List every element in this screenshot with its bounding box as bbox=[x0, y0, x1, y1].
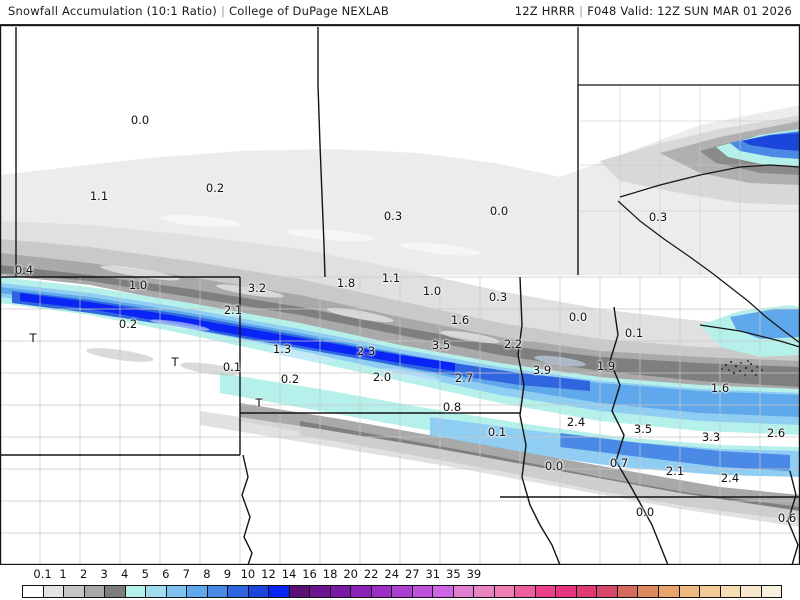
colorbar-tick: 18 bbox=[322, 567, 338, 581]
colorbar-swatch bbox=[64, 586, 85, 597]
product-title: Snowfall Accumulation (10:1 Ratio) bbox=[8, 4, 217, 18]
colorbar-swatch bbox=[597, 586, 618, 597]
colorbar-swatch bbox=[515, 586, 536, 597]
colorbar-tick: 5 bbox=[141, 567, 149, 581]
colorbar-tick: 20 bbox=[343, 567, 358, 581]
forecast-valid-label: F048 Valid: 12Z SUN MAR 01 2026 bbox=[587, 4, 792, 18]
county-borders bbox=[0, 85, 800, 565]
header-divider bbox=[0, 24, 800, 25]
colorbar-tick: 8 bbox=[203, 567, 211, 581]
colorbar-swatch bbox=[720, 586, 742, 597]
colorbar-tick: 10 bbox=[240, 567, 256, 581]
colorbar[interactable]: 0.1 1 2 3 4 5 6 7 8 9 10 12 14 16 18 20 22 24 27 31 35 39 bbox=[0, 565, 800, 600]
colorbar-swatch bbox=[761, 586, 782, 597]
colorbar-swatch bbox=[228, 586, 249, 597]
colorbar-swatch bbox=[330, 586, 352, 597]
header-left-text: Snowfall Accumulation (10:1 Ratio) | Colle… bbox=[8, 4, 389, 18]
colorbar-swatch bbox=[43, 586, 65, 597]
colorbar-swatch bbox=[412, 586, 434, 597]
colorbar-swatch bbox=[556, 586, 577, 597]
colorbar-tick: 39 bbox=[466, 567, 482, 581]
colorbar-swatch bbox=[453, 586, 475, 597]
colorbar-tick: 9 bbox=[223, 567, 232, 581]
colorbar-swatch bbox=[576, 586, 598, 597]
colorbar-tick: 22 bbox=[363, 567, 379, 581]
snowfall-contour-layer bbox=[0, 25, 800, 565]
state-borders bbox=[0, 27, 800, 565]
colorbar-swatch bbox=[105, 586, 126, 597]
colorbar-swatches bbox=[22, 585, 782, 598]
colorbar-swatch bbox=[166, 586, 188, 597]
trace-shield-north bbox=[0, 105, 800, 275]
colorbar-tick: 0.1 bbox=[33, 567, 52, 581]
colorbar-swatch bbox=[535, 586, 557, 597]
colorbar-swatch bbox=[371, 586, 393, 597]
colorbar-swatch bbox=[679, 586, 701, 597]
colorbar-swatch bbox=[617, 586, 639, 597]
colorbar-swatch bbox=[392, 586, 413, 597]
colorbar-swatch bbox=[310, 586, 331, 597]
colorbar-swatch bbox=[658, 586, 680, 597]
colorbar-tick: 6 bbox=[162, 567, 170, 581]
snow-band-south-mid bbox=[560, 433, 790, 471]
colorbar-tick: 31 bbox=[425, 567, 441, 581]
colorbar-swatch bbox=[269, 586, 290, 597]
header-bar: Snowfall Accumulation (10:1 Ratio) | Colle… bbox=[0, 0, 800, 25]
colorbar-tick-labels: 0.1 1 2 3 4 5 6 7 8 9 10 12 14 16 18 20 22 24 27 31 35 39 bbox=[0, 565, 800, 583]
snow-band-core-max bbox=[20, 293, 455, 371]
colorbar-swatch bbox=[289, 586, 311, 597]
header-right-text: 12Z HRRR | F048 Valid: 12Z SUN MAR 01 2026 bbox=[515, 4, 792, 18]
colorbar-swatch bbox=[638, 586, 659, 597]
header-separator: | bbox=[220, 4, 226, 18]
header-separator-2: | bbox=[579, 4, 584, 18]
snow-blob-ne-blue bbox=[730, 309, 800, 339]
ne-corner-blue-deep bbox=[742, 133, 800, 151]
colorbar-tick: 7 bbox=[182, 567, 190, 581]
colorbar-tick: 27 bbox=[404, 567, 420, 581]
map-canvas[interactable]: 0.0 1.1 0.2 0.3 0.0 0.3 0.4 1.0 3.2 1.8 1.1 1.0 0.3 0… bbox=[0, 25, 800, 565]
colorbar-swatch bbox=[474, 586, 495, 597]
colorbar-swatch bbox=[433, 586, 454, 597]
colorbar-swatch bbox=[23, 586, 44, 597]
colorbar-swatch bbox=[741, 586, 762, 597]
colorbar-swatch bbox=[125, 586, 147, 597]
colorbar-swatch bbox=[248, 586, 270, 597]
colorbar-swatch bbox=[207, 586, 229, 597]
colorbar-tick: 14 bbox=[281, 567, 297, 581]
colorbar-tick: 16 bbox=[302, 567, 317, 581]
colorbar-tick: 24 bbox=[384, 567, 400, 581]
urban-area-markers bbox=[721, 360, 763, 377]
colorbar-swatch bbox=[84, 586, 106, 597]
colorbar-tick: 4 bbox=[121, 567, 129, 581]
colorbar-swatch bbox=[700, 586, 721, 597]
colorbar-tick: 1 bbox=[59, 567, 67, 581]
model-run-label: 12Z HRRR bbox=[514, 4, 576, 18]
colorbar-tick: 12 bbox=[261, 567, 276, 581]
colorbar-tick: 2 bbox=[79, 567, 88, 581]
data-source: College of DuPage NEXLAB bbox=[229, 4, 389, 18]
colorbar-tick: 3 bbox=[100, 567, 108, 581]
colorbar-tick: 35 bbox=[446, 567, 461, 581]
colorbar-swatch bbox=[187, 586, 208, 597]
colorbar-swatch bbox=[351, 586, 372, 597]
colorbar-swatch bbox=[146, 586, 167, 597]
colorbar-swatch bbox=[494, 586, 516, 597]
